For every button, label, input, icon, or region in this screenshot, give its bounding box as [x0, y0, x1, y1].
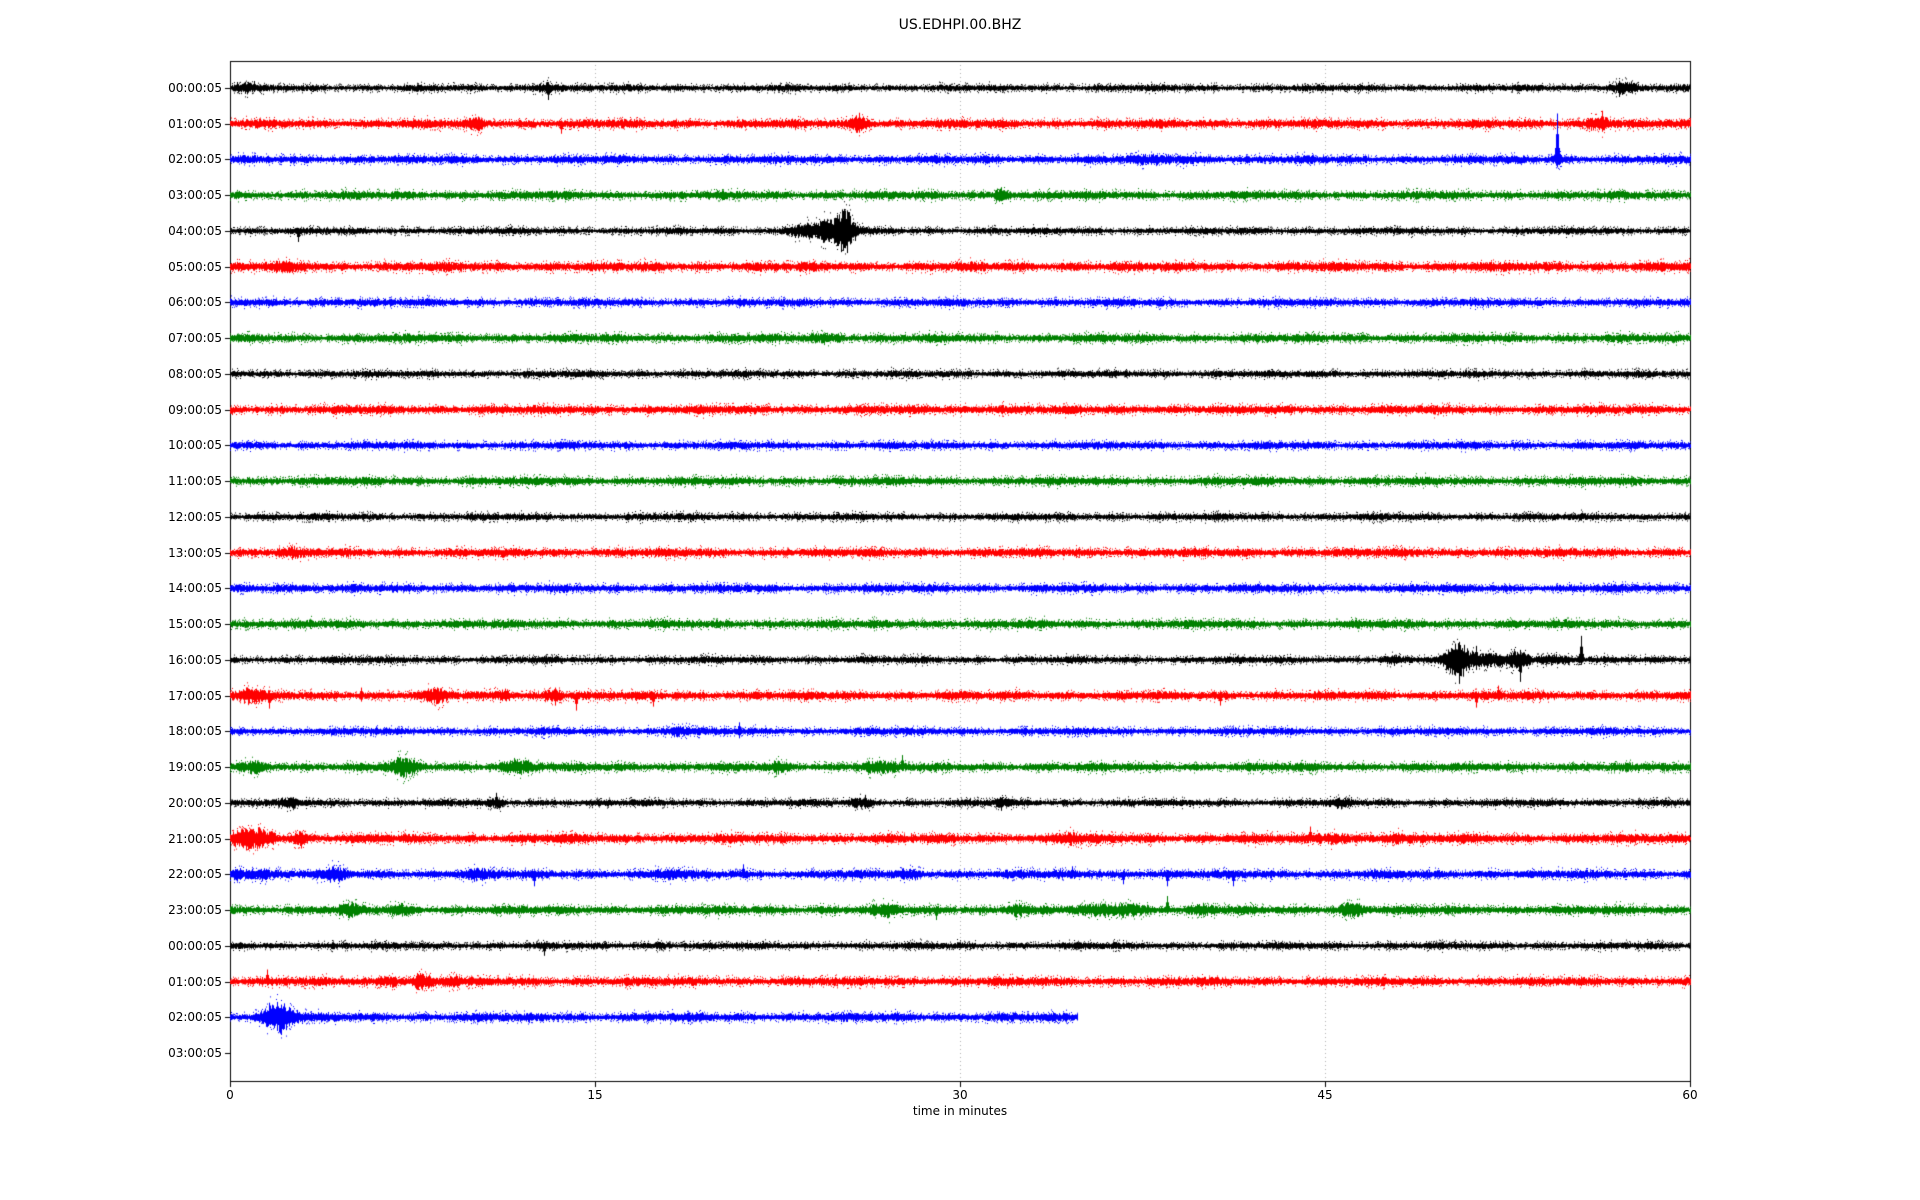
trace-time-label: 16:00:05 [168, 652, 222, 667]
trace-time-label: 03:00:05 [168, 1046, 222, 1060]
trace-time-label: 09:00:05 [168, 402, 222, 417]
trace-time-label: 14:00:05 [168, 581, 222, 596]
trace-time-label: 10:00:05 [168, 438, 222, 453]
trace-time-label: 11:00:05 [168, 474, 222, 489]
trace-time-label: 15:00:05 [168, 617, 222, 632]
x-tick-label: 30 [952, 1088, 968, 1102]
trace-time-label: 04:00:05 [168, 223, 222, 238]
trace-time-label: 22:00:05 [168, 867, 222, 882]
trace-time-label: 19:00:05 [168, 760, 222, 775]
trace-time-label: 00:00:05 [168, 81, 222, 95]
trace-time-label: 20:00:05 [168, 795, 222, 810]
trace-time-label: 13:00:05 [168, 545, 222, 560]
trace-time-label: 02:00:05 [168, 152, 222, 167]
x-tick-label: 0 [226, 1088, 234, 1102]
trace-time-label: 12:00:05 [168, 509, 222, 524]
trace-time-label: 23:00:05 [168, 903, 222, 918]
x-tick-label: 45 [1317, 1088, 1333, 1102]
trace-time-label: 17:00:05 [168, 688, 222, 703]
trace-time-label: 01:00:05 [168, 974, 222, 989]
trace-time-label: 07:00:05 [168, 331, 222, 346]
trace-time-label: 08:00:05 [168, 366, 222, 381]
trace-time-label: 06:00:05 [168, 295, 222, 310]
x-axis-label: time in minutes [912, 1104, 1008, 1118]
trace-time-label: 21:00:05 [168, 831, 222, 846]
trace-time-label: 03:00:05 [168, 188, 222, 203]
trace-time-label: 00:00:05 [168, 938, 222, 953]
x-tick-label: 15 [587, 1088, 603, 1102]
trace-time-label: 05:00:05 [168, 259, 222, 274]
trace-time-label: 02:00:05 [168, 1010, 222, 1025]
trace-time-label: 18:00:05 [168, 724, 222, 739]
trace-time-label: 01:00:05 [168, 116, 222, 131]
chart-title: US.EDHPI.00.BHZ [898, 17, 1022, 33]
x-tick-label: 60 [1682, 1088, 1698, 1102]
